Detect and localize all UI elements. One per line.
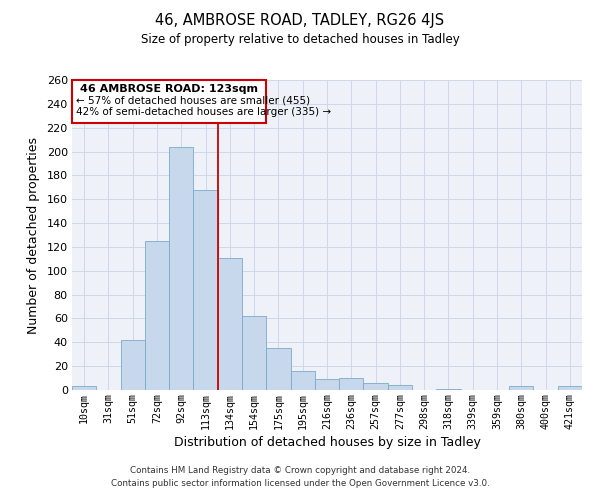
Bar bbox=[73, 80, 266, 123]
Bar bbox=[121, 340, 145, 390]
Bar bbox=[72, 386, 96, 390]
X-axis label: Distribution of detached houses by size in Tadley: Distribution of detached houses by size … bbox=[173, 436, 481, 448]
Bar bbox=[290, 371, 315, 390]
Bar bbox=[339, 378, 364, 390]
Text: 46 AMBROSE ROAD: 123sqm: 46 AMBROSE ROAD: 123sqm bbox=[80, 84, 259, 94]
Bar bbox=[509, 386, 533, 390]
Bar bbox=[169, 147, 193, 390]
Bar bbox=[242, 316, 266, 390]
Text: 42% of semi-detached houses are larger (335) →: 42% of semi-detached houses are larger (… bbox=[76, 108, 331, 118]
Text: 46, AMBROSE ROAD, TADLEY, RG26 4JS: 46, AMBROSE ROAD, TADLEY, RG26 4JS bbox=[155, 12, 445, 28]
Bar bbox=[364, 383, 388, 390]
Bar bbox=[266, 348, 290, 390]
Y-axis label: Number of detached properties: Number of detached properties bbox=[26, 136, 40, 334]
Bar bbox=[388, 385, 412, 390]
Text: Contains HM Land Registry data © Crown copyright and database right 2024.
Contai: Contains HM Land Registry data © Crown c… bbox=[110, 466, 490, 487]
Text: Size of property relative to detached houses in Tadley: Size of property relative to detached ho… bbox=[140, 32, 460, 46]
Bar bbox=[218, 258, 242, 390]
Bar bbox=[193, 190, 218, 390]
Text: ← 57% of detached houses are smaller (455): ← 57% of detached houses are smaller (45… bbox=[76, 96, 310, 106]
Bar bbox=[436, 389, 461, 390]
Bar bbox=[558, 386, 582, 390]
Bar bbox=[145, 241, 169, 390]
Bar bbox=[315, 380, 339, 390]
